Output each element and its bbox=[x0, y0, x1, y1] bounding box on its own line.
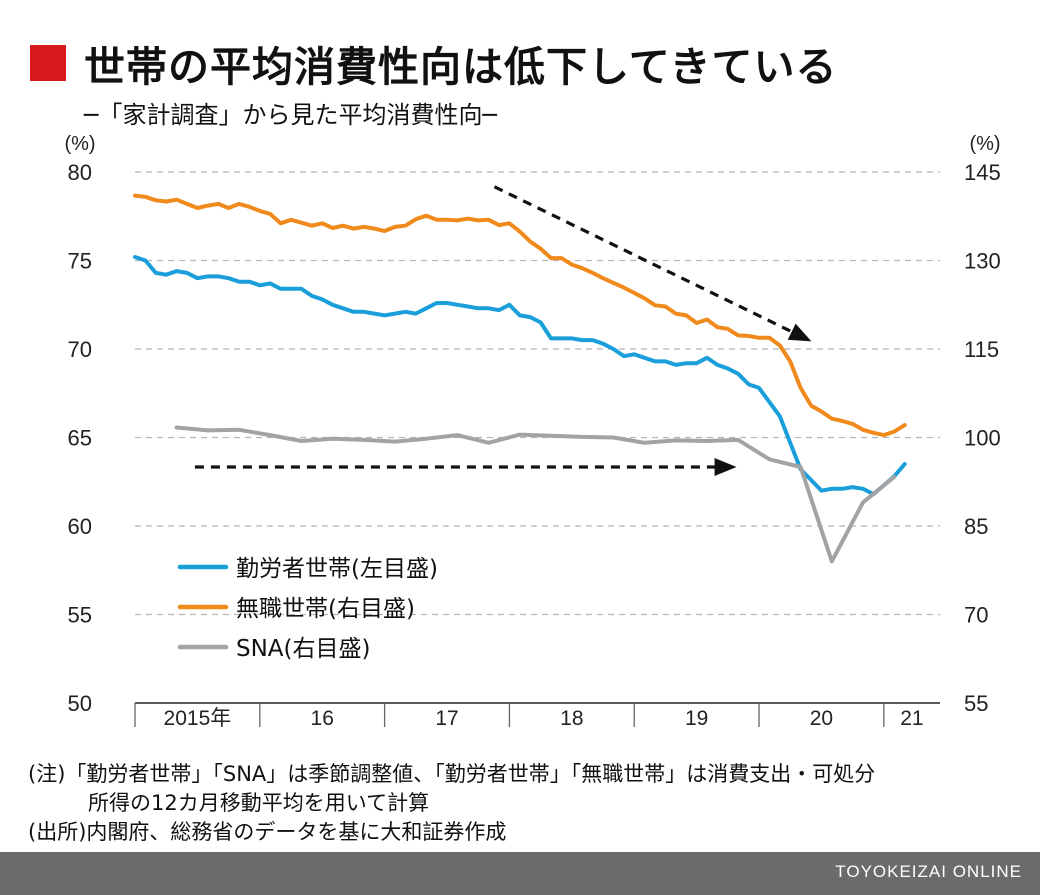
legend-label-3: SNA(右目盛) bbox=[236, 636, 371, 662]
series-line-3 bbox=[174, 425, 897, 564]
left-tick-label: 80 bbox=[68, 160, 92, 185]
legend-label-2: 無職世帯(右目盛) bbox=[236, 596, 415, 622]
right-tick-label: 100 bbox=[964, 426, 1001, 451]
left-tick-label: 50 bbox=[68, 691, 92, 716]
chart-subtitle: ─「家計調査」から見た平均消費性向─ bbox=[84, 101, 497, 129]
x-tick-label: 2015年 bbox=[164, 707, 232, 730]
notes: (注)「勤労者世帯」「SNA」は季節調整値、「勤労者世帯」「無職世帯」は消費支出… bbox=[28, 760, 875, 847]
right-tick-label: 70 bbox=[964, 603, 988, 628]
trend-arrows bbox=[194, 185, 812, 476]
source-line: (出所)内閣府、総務省のデータを基に大和証券作成 bbox=[28, 820, 507, 844]
x-tick-label: 20 bbox=[810, 707, 833, 730]
series-line-2 bbox=[133, 193, 907, 438]
descending-arrow-head bbox=[787, 323, 812, 342]
left-tick-label: 75 bbox=[68, 249, 92, 274]
axes: 50 55 55 70 60 85 65 100 70 115 75 130 80 145 (%) (%) 20… bbox=[64, 133, 1000, 730]
x-tick-label: 19 bbox=[685, 707, 708, 730]
legend-label-1: 勤労者世帯(左目盛) bbox=[236, 556, 438, 582]
right-tick-label: 145 bbox=[964, 160, 1001, 185]
series-line-1 bbox=[133, 255, 907, 497]
right-tick-label: 115 bbox=[964, 337, 999, 362]
series-group bbox=[133, 193, 907, 564]
x-tick-label: 16 bbox=[311, 707, 334, 730]
right-tick-label: 130 bbox=[964, 249, 1001, 274]
right-axis-unit: (%) bbox=[969, 133, 1000, 155]
chart-title: 世帯の平均消費性向は低下してきている bbox=[84, 43, 838, 91]
left-tick-label: 65 bbox=[68, 426, 92, 451]
grid bbox=[135, 171, 940, 616]
x-tick-label: 17 bbox=[435, 707, 458, 730]
flat-arrow-head bbox=[714, 458, 737, 476]
note-line-1: (注)「勤労者世帯」「SNA」は季節調整値、「勤労者世帯」「無職世帯」は消費支出… bbox=[28, 762, 876, 786]
footer-brand: TOYOKEIZAI ONLINE bbox=[835, 862, 1022, 881]
x-tick-label: 21 bbox=[900, 707, 923, 730]
right-tick-label: 85 bbox=[964, 514, 988, 539]
left-axis-unit: (%) bbox=[64, 133, 95, 155]
left-tick-label: 55 bbox=[68, 603, 92, 628]
title-square-icon bbox=[30, 45, 66, 81]
left-tick-label: 70 bbox=[68, 337, 92, 362]
x-tick-label: 18 bbox=[560, 707, 583, 730]
footer-bar: TOYOKEIZAI ONLINE bbox=[0, 852, 1040, 895]
legend: 勤労者世帯(左目盛) 無職世帯(右目盛) SNA(右目盛) bbox=[177, 556, 438, 662]
note-line-2: 所得の12カ月移動平均を用いて計算 bbox=[88, 791, 430, 815]
right-tick-label: 55 bbox=[964, 691, 988, 716]
left-tick-label: 60 bbox=[68, 514, 92, 539]
title-row: 世帯の平均消費性向は低下してきている bbox=[30, 28, 838, 98]
descending-arrow-shaft bbox=[493, 185, 793, 334]
